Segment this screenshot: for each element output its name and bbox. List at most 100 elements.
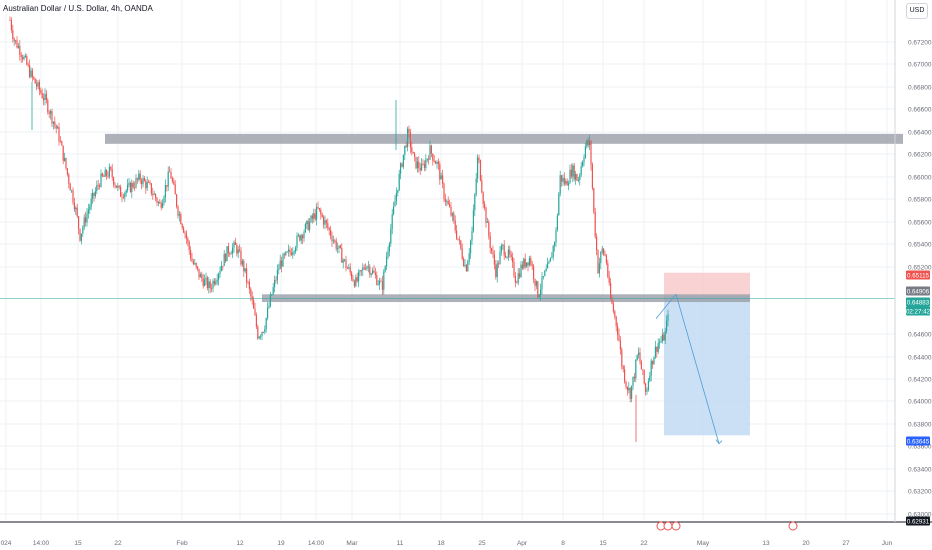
candle-body: [65, 157, 67, 169]
candle-body: [110, 167, 112, 170]
candle-body: [36, 83, 38, 87]
candle-body: [432, 153, 434, 161]
price-label-entry: 0.64906: [906, 286, 930, 296]
candle-body: [463, 258, 465, 266]
candle-body: [166, 185, 168, 187]
candle-body: [223, 253, 225, 267]
x-tick-label: Feb: [176, 540, 188, 547]
candle-body: [59, 141, 61, 143]
candle-body: [216, 279, 218, 282]
candle-body: [337, 248, 339, 250]
candle-body: [134, 187, 136, 188]
candle-body: [246, 268, 248, 282]
candle-body: [468, 253, 470, 262]
candle-body: [15, 40, 17, 42]
candle-body: [348, 267, 350, 269]
candle-body: [332, 240, 334, 242]
price-label-take-profit: 0.63645: [906, 436, 930, 446]
candle-body: [538, 295, 540, 298]
candle-body: [64, 157, 66, 161]
candle-body: [73, 202, 75, 210]
candle-body: [286, 251, 288, 253]
candle-body: [492, 251, 494, 255]
candle-body: [157, 202, 159, 203]
candle-body: [628, 387, 630, 390]
candle-body: [239, 249, 241, 251]
candle-body: [143, 178, 145, 182]
candle-body: [400, 163, 402, 174]
candle-body: [38, 82, 40, 91]
candle-body: [639, 352, 641, 362]
candle-body: [281, 260, 283, 267]
take-profit-zone: [664, 295, 750, 436]
candle-body: [356, 277, 358, 282]
candle-body: [297, 235, 299, 236]
candle-body: [440, 175, 442, 180]
candle-body: [435, 161, 437, 164]
candle-body: [20, 54, 22, 58]
candle-body: [470, 240, 472, 254]
candle-body: [152, 193, 154, 195]
candle-body: [617, 326, 619, 335]
candle-body: [635, 360, 637, 379]
candle-body: [187, 238, 189, 242]
y-tick-label: 0.63600: [908, 444, 932, 451]
candle-body: [26, 56, 28, 65]
candle-body: [600, 252, 602, 264]
projection-arrowhead: [715, 439, 723, 445]
candle-body: [519, 273, 521, 278]
candle-body: [587, 140, 589, 146]
candle-body: [390, 228, 392, 244]
candle-body: [30, 70, 32, 77]
y-tick-label: 0.63400: [908, 467, 932, 474]
candle-body: [405, 145, 407, 147]
candle-body: [222, 265, 224, 267]
y-tick-label: 0.65200: [908, 265, 932, 272]
candle-body: [626, 386, 628, 390]
candle-body: [117, 185, 119, 188]
candle-body: [607, 263, 609, 277]
candle-body: [478, 157, 480, 161]
candle-body: [659, 342, 661, 344]
candle-body: [209, 281, 211, 289]
candle-body: [219, 270, 221, 274]
candle-body: [446, 200, 448, 202]
candle-body: [370, 273, 372, 275]
candle-body: [610, 282, 612, 298]
candle-body: [58, 126, 60, 142]
candle-body: [136, 178, 138, 180]
candle-body: [29, 65, 31, 77]
candle-body: [475, 178, 477, 195]
y-tick-label: 0.65400: [908, 242, 932, 249]
candle-body: [79, 229, 81, 241]
candle-body: [625, 381, 627, 387]
y-tick-label: 0.63200: [908, 489, 932, 496]
candle-body: [598, 263, 600, 274]
candle-body: [141, 180, 143, 185]
candle-body: [485, 207, 487, 223]
candle-body: [358, 272, 360, 282]
x-tick-label: 20: [802, 540, 810, 547]
candle-body: [57, 126, 59, 129]
candle-body: [129, 182, 131, 193]
candle-body: [362, 267, 364, 271]
candle-body: [310, 215, 312, 222]
candle-body: [381, 281, 383, 290]
candle-body: [16, 40, 18, 48]
candle-body: [12, 30, 14, 39]
candle-body: [304, 223, 306, 233]
candle-body: [41, 93, 43, 99]
candle-body: [472, 210, 474, 232]
candle-body: [80, 233, 82, 241]
currency-selector[interactable]: USD: [906, 3, 928, 19]
candle-body: [205, 277, 207, 280]
candle-body: [656, 346, 658, 352]
candle-body: [488, 221, 490, 237]
candle-body: [493, 254, 495, 265]
candle-body: [345, 259, 347, 269]
candle-body: [409, 132, 411, 148]
candle-body: [174, 184, 176, 195]
candle-body: [197, 266, 199, 269]
candle-body: [590, 140, 592, 165]
